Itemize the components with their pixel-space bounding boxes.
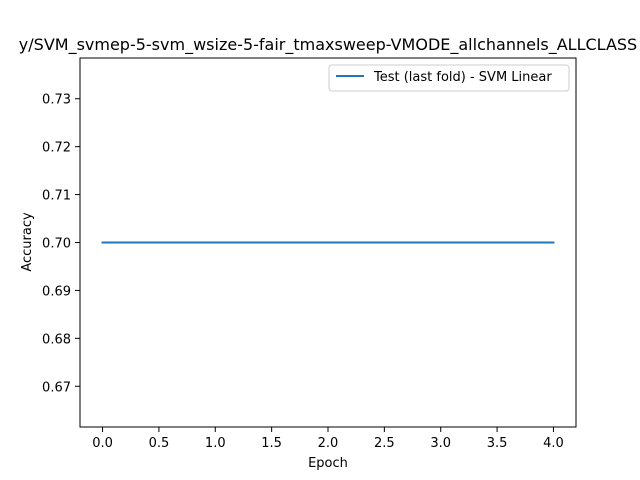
x-tick-label: 3.5 [487, 436, 508, 451]
x-tick-label: 4.0 [543, 436, 564, 451]
x-tick-label: 2.0 [318, 436, 339, 451]
y-tick-label: 0.71 [42, 189, 71, 204]
y-tick-label: 0.67 [42, 380, 71, 395]
plot-area [79, 57, 577, 428]
legend: Test (last fold) - SVM Linear [328, 64, 570, 92]
y-tick-label: 0.70 [42, 237, 71, 252]
chart-title: y/SVM_svmep-5-svm_wsize-5-fair_tmaxsweep… [19, 35, 637, 55]
y-tick-label: 0.72 [42, 141, 71, 156]
y-tick-label: 0.69 [42, 284, 71, 299]
x-axis: 0.0 0.5 1.0 1.5 2.0 2.5 3.0 3.5 4.0 [92, 427, 564, 451]
y-axis-label: Accuracy [20, 212, 35, 272]
legend-label: Test (last fold) - SVM Linear [373, 70, 552, 85]
x-tick-label: 1.5 [261, 436, 282, 451]
x-tick-label: 3.0 [430, 436, 451, 451]
y-tick-label: 0.73 [42, 93, 71, 108]
x-tick-label: 2.5 [374, 436, 395, 451]
y-axis: 0.67 0.68 0.69 0.70 0.71 0.72 0.73 [42, 93, 80, 395]
x-tick-label: 1.0 [205, 436, 226, 451]
y-tick-label: 0.68 [42, 332, 71, 347]
x-tick-label: 0.0 [92, 436, 113, 451]
legend-box [328, 64, 570, 92]
x-tick-label: 0.5 [149, 436, 170, 451]
x-axis-label: Epoch [308, 456, 348, 471]
